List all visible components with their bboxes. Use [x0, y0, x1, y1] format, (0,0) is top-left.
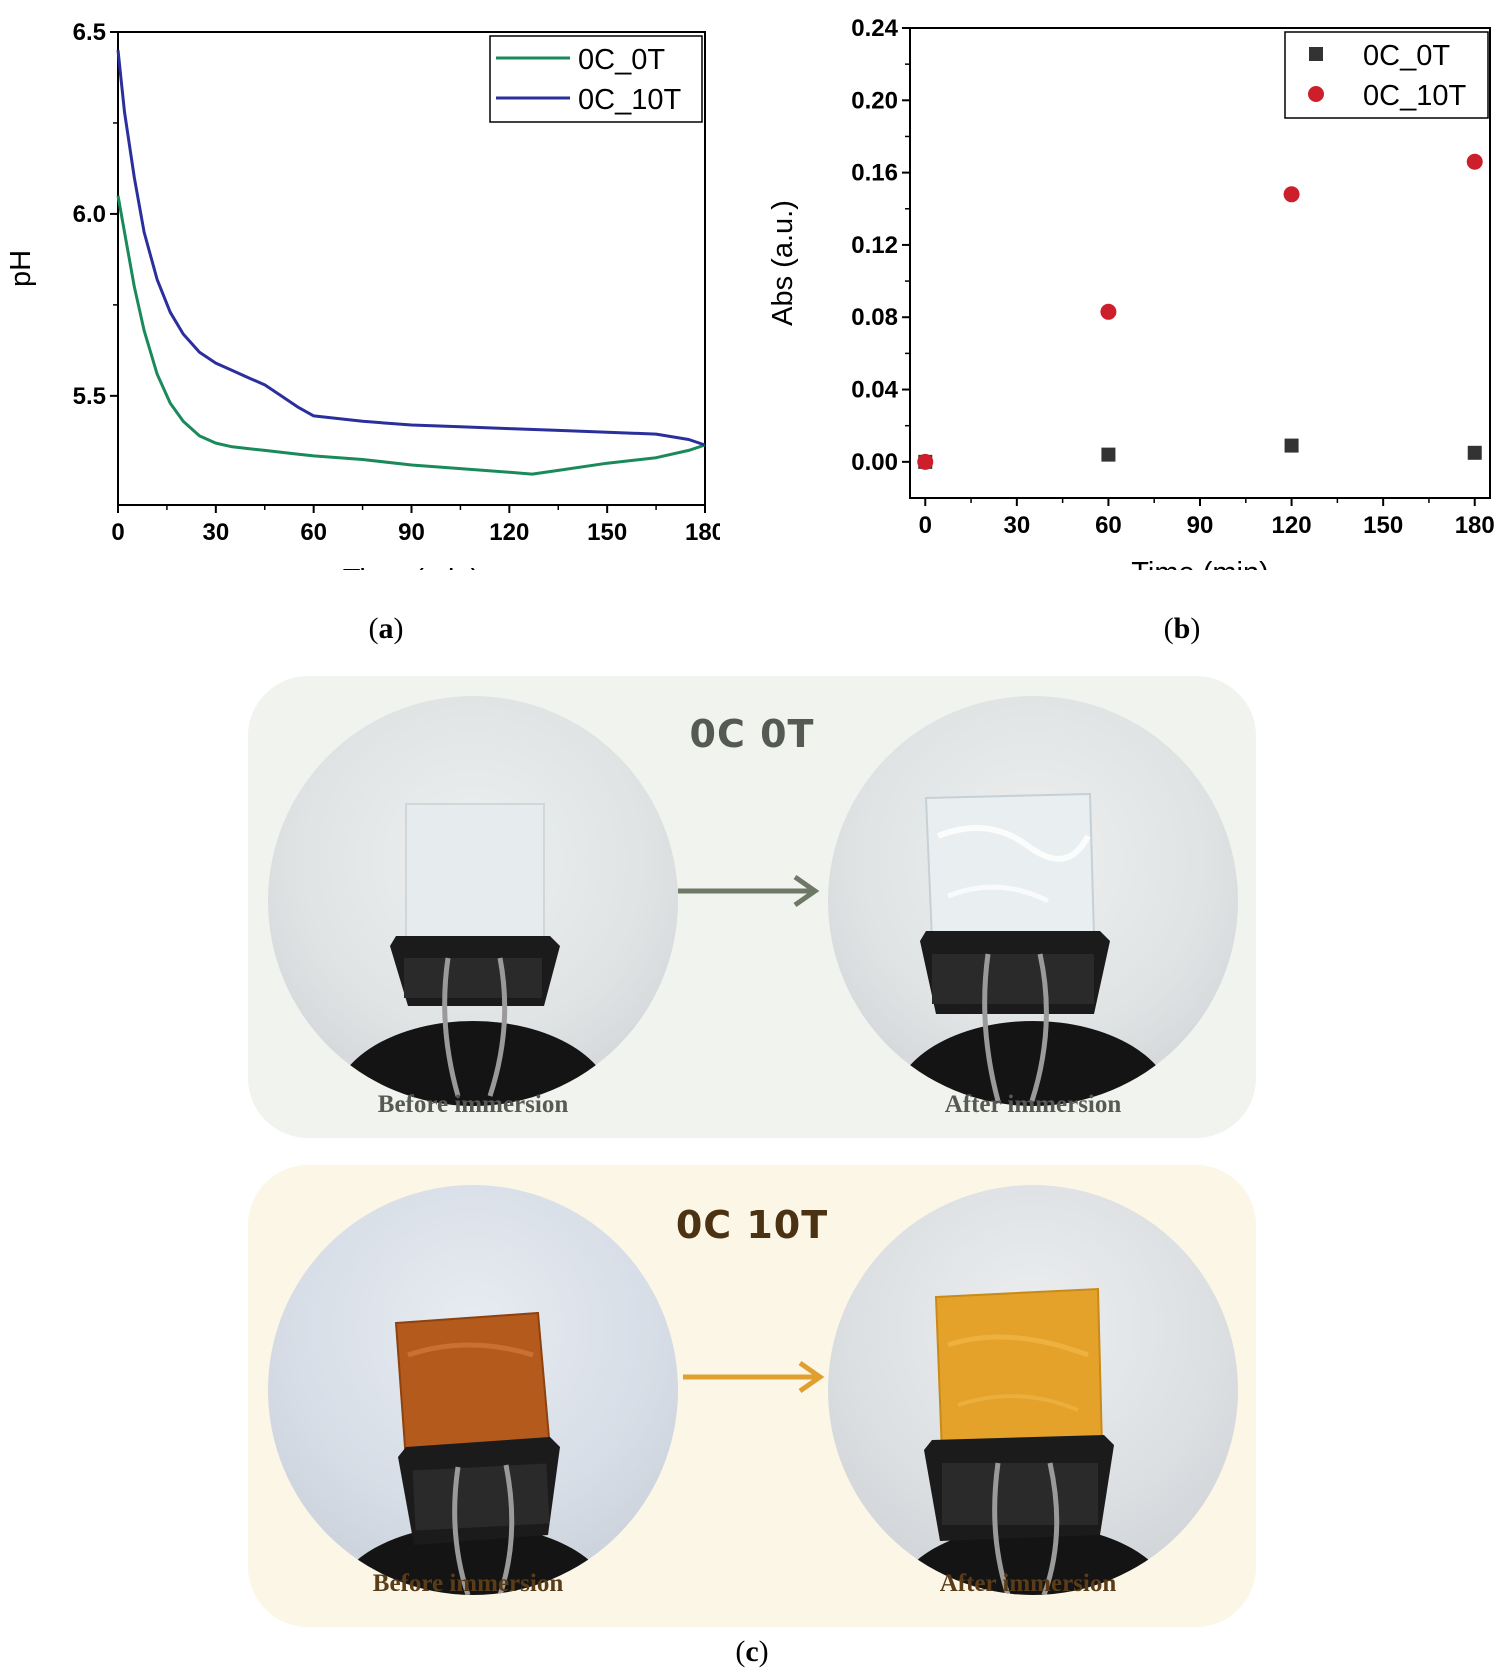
legend-box: [489, 35, 703, 123]
photo-panel-0c-0t: 0C 0T Before immersion After immersion: [248, 676, 1256, 1138]
x-tick-label: 180: [1455, 512, 1495, 539]
y-axis-label: Abs (a.u.): [767, 200, 799, 326]
arrow-icon: [678, 874, 820, 908]
photo-before-immersion: [268, 1185, 678, 1595]
photo-panel-0c-10t: 0C 10T Before immersion After immersio: [248, 1165, 1256, 1627]
x-tick-label: 60: [300, 519, 327, 546]
legend-box: [1284, 31, 1489, 119]
point-0C_0T: [1284, 438, 1299, 453]
y-tick-label: 0.24: [851, 15, 898, 42]
sample-title: 0C 0T: [689, 712, 815, 756]
point-0C_0T: [1467, 445, 1482, 460]
caption-after: After immersion: [939, 1570, 1117, 1597]
point-0C_10T: [1100, 303, 1117, 320]
y-tick-label: 6.5: [73, 19, 106, 46]
caption-before: Before immersion: [377, 1091, 569, 1118]
y-tick-label: 0.20: [851, 87, 898, 114]
y-axis-label: pH: [5, 250, 37, 287]
legend-label: 0C_0T: [578, 44, 665, 76]
chart-b: 0 30 60 90 120 150 180 0.00 0.04 0.08 0.12 0.16 0.20…: [767, 15, 1495, 570]
x-tick-label: 30: [1003, 512, 1030, 539]
x-tick-label: 90: [1187, 512, 1214, 539]
point-0C_10T: [1466, 153, 1483, 170]
panel-label-b: (b): [1163, 612, 1201, 645]
series-line-0C_0T: [116, 195, 706, 476]
x-tick-label: 60: [1095, 512, 1122, 539]
x-tick-label: 120: [489, 519, 529, 546]
caption-before: Before immersion: [372, 1570, 564, 1597]
x-tick-label: 0: [919, 512, 932, 539]
panel-label-c: (c): [735, 1635, 769, 1668]
x-tick-label: 0: [111, 519, 124, 546]
y-tick-label: 5.5: [73, 383, 106, 410]
x-tick-label: 30: [202, 519, 229, 546]
sample-title: 0C 10T: [675, 1203, 829, 1247]
legend-swatch: [1309, 47, 1323, 61]
x-tick-label: 120: [1272, 512, 1312, 539]
legend-swatch: [1308, 86, 1324, 102]
legend-label: 0C_10T: [1363, 80, 1466, 112]
x-axis-label: Time (min): [343, 564, 480, 570]
chart-a: 0 30 60 90 120 150 180 5.5 6.0 6.5 Time (min) pH 0C_…: [5, 19, 720, 570]
y-tick-label: 0.00: [851, 449, 898, 476]
photo-before-immersion: [268, 696, 678, 1106]
series-line-0C_10T: [116, 50, 706, 447]
photo-after-immersion: [828, 1185, 1238, 1595]
photo-after-immersion: [828, 696, 1238, 1106]
x-tick-label: 150: [1363, 512, 1403, 539]
legend-label: 0C_10T: [578, 84, 681, 116]
point-0C_0T: [1101, 447, 1116, 462]
x-tick-label: 180: [685, 519, 720, 546]
y-tick-label: 0.16: [851, 160, 898, 187]
caption-after: After immersion: [944, 1091, 1122, 1118]
arrow-icon: [683, 1360, 825, 1394]
point-0C_10T: [917, 453, 934, 470]
panel-label-a: (a): [368, 612, 404, 645]
point-0C_10T: [1283, 186, 1300, 203]
y-tick-label: 0.12: [851, 232, 898, 259]
legend-label: 0C_0T: [1363, 40, 1450, 72]
x-tick-label: 150: [587, 519, 627, 546]
x-tick-label: 90: [398, 519, 425, 546]
y-tick-label: 0.08: [851, 304, 898, 331]
y-tick-label: 0.04: [851, 377, 898, 404]
y-tick-label: 6.0: [73, 201, 106, 228]
x-axis-label: Time (min): [1131, 557, 1268, 570]
